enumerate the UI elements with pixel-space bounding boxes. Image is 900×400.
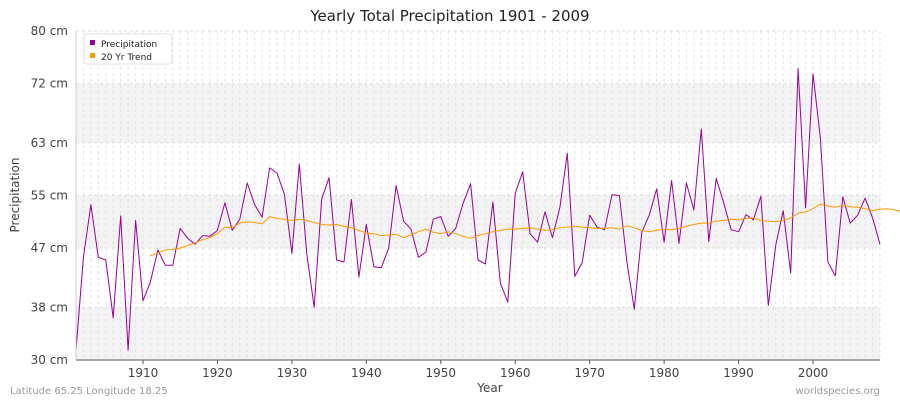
series-layer <box>75 68 900 351</box>
x-tick-label: 1960 <box>500 366 531 380</box>
legend-swatch-precipitation <box>90 40 95 45</box>
y-tick-label: 63 cm <box>31 136 68 150</box>
x-tick-label: 1930 <box>277 366 308 380</box>
y-tick-label: 47 cm <box>31 241 68 255</box>
x-tick-label: 1980 <box>649 366 680 380</box>
x-tick-label: 2000 <box>798 366 829 380</box>
legend: Precipitation 20 Yr Trend <box>83 33 173 65</box>
y-tick-label: 55 cm <box>31 189 68 203</box>
x-tick-label: 1920 <box>202 366 233 380</box>
legend-swatch-trend <box>90 53 95 58</box>
series-line-precipitation <box>75 68 881 351</box>
legend-label-precipitation: Precipitation <box>101 40 157 50</box>
y-tick-label: 30 cm <box>31 353 68 367</box>
plot-band <box>76 195 880 249</box>
y-axis-label: Precipitation <box>8 157 22 232</box>
y-tick-label: 80 cm <box>31 24 68 38</box>
footer-coordinates: Latitude 65.25 Longitude 18.25 <box>10 386 168 397</box>
grid-lines <box>75 30 881 361</box>
x-tick-label: 1970 <box>574 366 605 380</box>
legend-label-trend: 20 Yr Trend <box>101 53 152 63</box>
legend-box <box>83 33 173 65</box>
y-axis-ticks: 30 cm 38 cm 47 cm 55 cm 63 cm 72 cm 80 cm <box>31 24 68 367</box>
x-axis-ticks: 1910 1920 1930 1940 1950 1960 1970 1980 1990 2000 <box>128 360 829 380</box>
x-tick-label: 1910 <box>128 366 159 380</box>
x-axis-label: Year <box>476 381 502 395</box>
series-line-trend <box>150 203 900 257</box>
footer-source: worldspecies.org <box>796 386 880 397</box>
y-tick-label: 72 cm <box>31 77 68 91</box>
x-tick-label: 1990 <box>723 366 754 380</box>
y-tick-label: 38 cm <box>31 300 68 314</box>
x-tick-label: 1950 <box>426 366 457 380</box>
chart-title: Yearly Total Precipitation 1901 - 2009 <box>309 7 589 25</box>
x-tick-label: 1940 <box>351 366 382 380</box>
